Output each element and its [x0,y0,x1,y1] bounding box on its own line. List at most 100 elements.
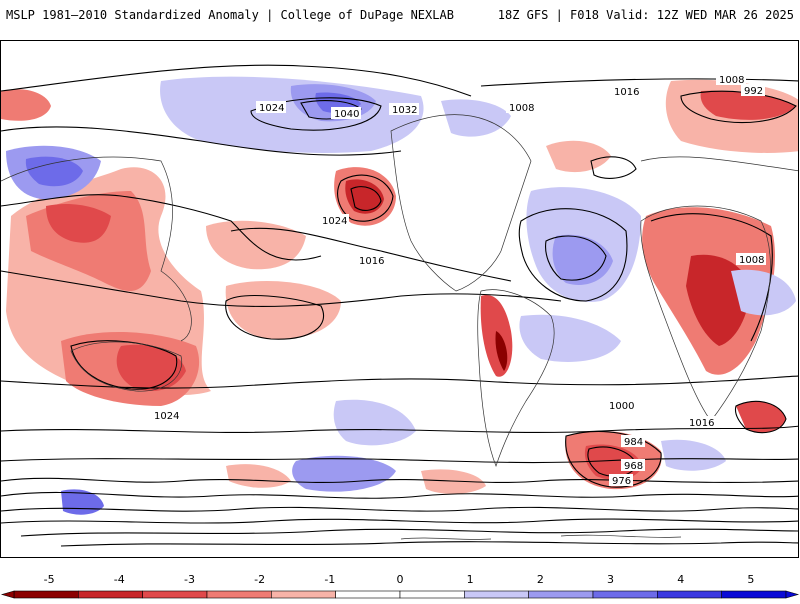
isobar-line [1,518,798,524]
contour-label: 1016 [614,87,639,98]
contour-label: 1008 [719,75,744,86]
isobar-line [230,227,512,282]
andes-core [495,331,508,371]
siberia-high-core [25,156,83,187]
anomaly-colorbar: -5 -4 -3 -2 -1 0 1 2 3 4 5 [0,568,800,600]
colorbar-right-arrow [785,590,800,599]
contour-label: 1032 [392,105,417,116]
contour-label: 1016 [689,418,714,429]
isobar-line [565,430,662,488]
colorbar-tick-label: 0 [397,573,404,586]
colorbar-segment [206,590,272,599]
isobar-line [590,156,637,179]
isobar-line [20,528,798,537]
isobar-line [250,97,382,131]
africa-coast [640,205,771,422]
colorbar-segment [271,590,336,599]
colorbar-segment [399,590,465,599]
contour-label: 992 [744,86,763,97]
europe-high [731,269,796,316]
contour-label: 968 [624,461,643,472]
colorbar-segment [13,590,79,599]
contour-label: 1040 [334,109,359,120]
north-america-coast [390,114,532,292]
isobar-line [225,295,325,340]
coastlines [1,114,798,540]
isobar-line [545,235,607,281]
contour-labels: 1024 1008 1016 992 1032 1040 1008 1024 1… [151,73,766,487]
valid-time: 18Z GFS | F018 Valid: 12Z WED MAR 26 202… [497,8,794,22]
eurasia-coast [1,156,798,342]
map-canvas: 1024 1008 1016 992 1032 1040 1008 1024 1… [1,64,798,547]
atlantic-high-core [552,234,613,285]
colorbar-tick-label: -4 [114,573,125,586]
isobar-line [680,90,797,124]
isobar-line [1,194,322,261]
australia-coast [70,341,183,392]
colorbar-segment [721,590,787,599]
colorbar-left-arrow [0,590,15,599]
colorbar-tick-label: -2 [254,573,265,586]
colorbar-segment [78,590,143,599]
contour-label: 984 [624,437,643,448]
isobar-line [1,506,798,512]
colorbar-segment [657,590,722,599]
colorbar-segment [592,590,658,599]
isobar-line [350,186,382,211]
isobar-contours [1,64,798,547]
south-america-coast [477,289,555,468]
colorbar-segment [142,590,208,599]
isobar-line [337,174,394,222]
colorbar-tick-label: 2 [537,573,544,586]
south-pacific-high-2 [333,399,416,446]
isobar-line [480,78,798,87]
contour-label: 1008 [739,255,764,266]
contour-label: 1000 [609,401,634,412]
colorbar-tick-label: 3 [607,573,614,586]
colorbar-tick-label: -1 [324,573,335,586]
asia-inner-region [46,204,111,243]
positive-anomaly-regions [6,76,796,515]
contour-label: 1024 [259,103,284,114]
isobar-line [1,477,798,483]
colorbar-tick-label: -5 [44,573,55,586]
colorbar-segment [464,590,529,599]
isobar-line [1,491,798,499]
colorbar-tick-label: 5 [747,573,754,586]
contour-label: 1016 [359,256,384,267]
isobar-line [60,541,798,547]
isobar-line [1,458,798,464]
colorbar-tick-label: 1 [467,573,474,586]
south-atlantic-core [584,444,643,480]
anomaly-map: 1024 1008 1016 992 1032 1040 1008 1024 1… [0,40,799,558]
indian-ocean-low [736,401,786,433]
isobar-line [1,425,798,433]
colorbar-segment [335,590,401,599]
southern-ocean-patch-2 [226,464,291,488]
west-pacific-low [1,89,51,121]
indian-ocean-high [661,439,726,471]
isobar-line [70,340,178,390]
colorbar-canvas: -5 -4 -3 -2 -1 0 1 2 3 4 5 [0,573,800,599]
contour-label: 1024 [154,411,179,422]
colorbar-tick-label: -3 [184,573,195,586]
contour-label: 1008 [509,103,534,114]
map-title: MSLP 1981–2010 Standardized Anomaly | Co… [6,8,454,22]
colorbar-tick-label: 4 [677,573,684,586]
isobar-line [1,126,402,156]
south-atlantic-high [519,314,621,362]
isobar-line [650,213,773,342]
isobar-line [518,208,628,302]
contour-label: 976 [612,476,631,487]
isobar-line [734,400,787,434]
antarctica-coast [400,534,682,540]
colorbar-segment [528,590,594,599]
title-bar: MSLP 1981–2010 Standardized Anomaly | Co… [0,0,800,30]
north-atlantic-region [546,140,611,173]
arctic-low-core [700,90,796,120]
canada-high-region [441,99,511,137]
isobar-line [1,64,472,97]
contour-label: 1024 [322,216,347,227]
south-pacific-high [292,455,396,492]
isobar-line [1,270,562,307]
